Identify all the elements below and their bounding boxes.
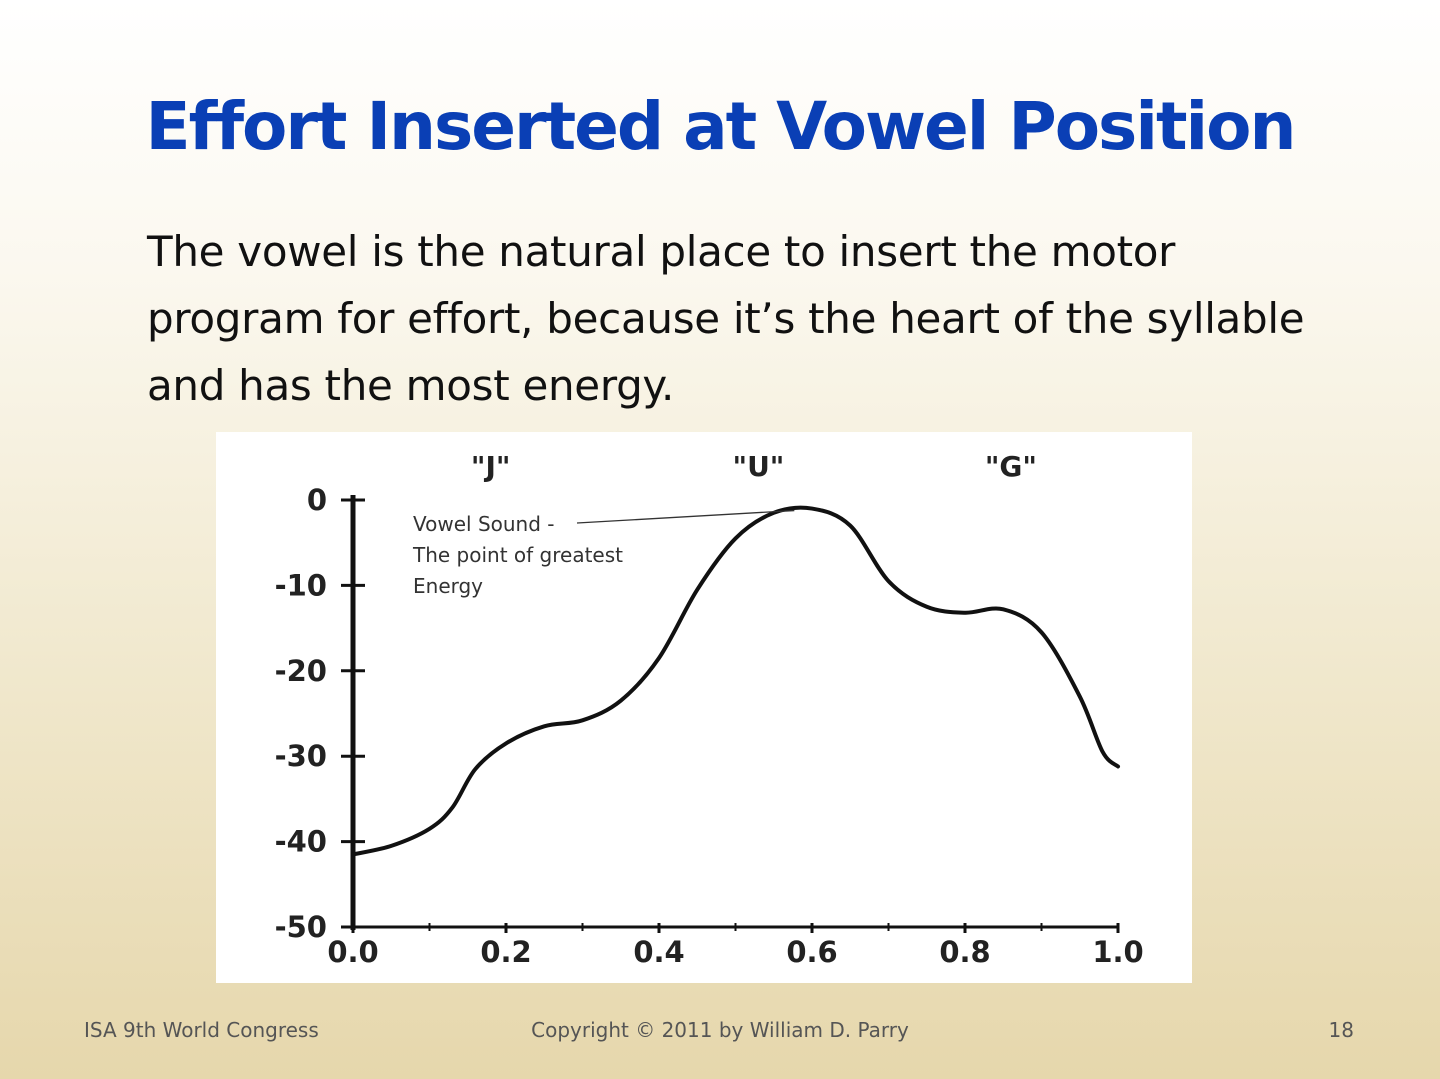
phoneme-label: "J" xyxy=(471,450,511,483)
y-tick-label: -10 xyxy=(275,568,327,602)
y-tick-label: 0 xyxy=(307,483,327,517)
y-tick-label: -30 xyxy=(275,739,327,773)
annotation-leader-line xyxy=(576,509,795,524)
x-tick-label: 0.8 xyxy=(939,935,990,969)
footer-copyright: Copyright © 2011 by William D. Parry xyxy=(531,1018,909,1042)
energy-chart: 0 -10 -20 -30 -40 -50 0.0 0.2 0.4 0.6 0.8 1.0 "J" "… xyxy=(216,432,1192,983)
annotation-text: Vowel Sound - The point of greatest Energy xyxy=(412,512,623,598)
phoneme-label: "G" xyxy=(985,450,1037,483)
x-tick-label: 0.4 xyxy=(633,935,684,969)
footer-conference: ISA 9th World Congress xyxy=(84,1018,319,1042)
x-tick-label: 0.0 xyxy=(327,935,378,969)
annotation-line: Energy xyxy=(413,574,483,598)
x-ticks: 0.0 0.2 0.4 0.6 0.8 1.0 xyxy=(327,923,1144,969)
annotation-line: The point of greatest xyxy=(412,543,623,567)
x-tick-label: 0.2 xyxy=(480,935,531,969)
annotation-line: Vowel Sound - xyxy=(413,512,555,536)
y-tick-label: -50 xyxy=(275,910,327,944)
y-ticks: 0 -10 -20 -30 -40 -50 xyxy=(275,483,365,944)
category-labels: "J" "U" "G" xyxy=(471,450,1037,483)
slide-body-text: The vowel is the natural place to insert… xyxy=(147,227,1305,410)
y-tick-label: -40 xyxy=(275,825,327,859)
y-tick-label: -20 xyxy=(275,654,327,688)
energy-chart-svg: 0-10-20-30-40-50 0.0 0.2 0.4 0.6 0.8 1.0 "J" "… xyxy=(275,450,1144,969)
x-tick-label: 0.6 xyxy=(786,935,837,969)
phoneme-label: "U" xyxy=(732,450,784,483)
energy-curve xyxy=(351,505,1120,857)
x-tick-label: 1.0 xyxy=(1092,935,1143,969)
slide-title: Effort Inserted at Vowel Position xyxy=(145,88,1297,165)
footer-page-number: 18 xyxy=(1328,1018,1354,1042)
